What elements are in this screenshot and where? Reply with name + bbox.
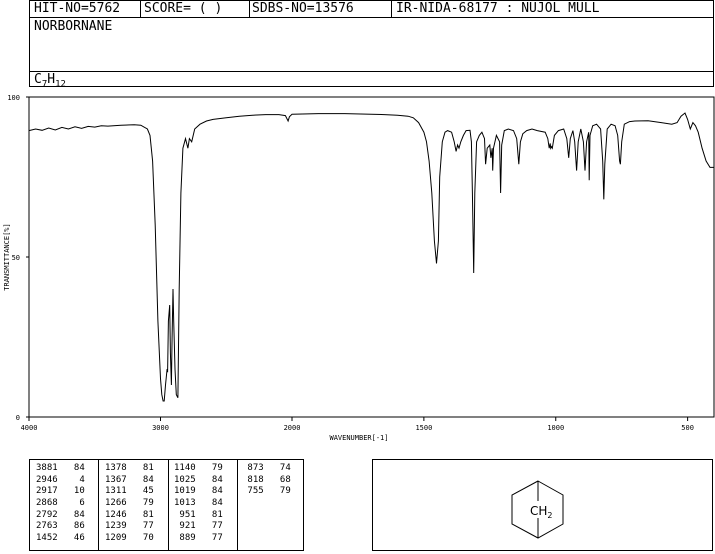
- x-tick-label: 1500: [415, 424, 432, 432]
- peak-column: 1140 79 1025 84 1019 84 1013 84 951 81 921 …: [174, 463, 223, 545]
- peak-row: 873 74: [242, 463, 291, 473]
- peak-row: 1266 79: [105, 498, 154, 509]
- x-tick-label: 4000: [21, 424, 38, 432]
- peak-row: 889 77: [174, 533, 223, 544]
- x-tick-label: 3000: [152, 424, 169, 432]
- y-tick-label: 100: [7, 94, 20, 102]
- peak-row: 2917 10: [36, 486, 85, 497]
- x-axis-ticks: 4000 3000 2000 1500 1000 500: [21, 417, 694, 432]
- norbornane-structure: CH2: [511, 480, 564, 539]
- peak-row: 1025 84: [174, 474, 223, 485]
- peak-table: 3881 84 2946 4 2917 10 2868 6 2792 84 2763 86…: [29, 459, 304, 551]
- peak-row: 1378 81: [105, 463, 154, 473]
- peak-row: 1140 79: [174, 463, 223, 473]
- x-tick-label: 500: [681, 424, 694, 432]
- ir-spectrum-chart: 4000 3000 2000 1500 1000 500 0 50 100 WAVENUMBE…: [3, 94, 715, 442]
- peak-column-divider: [168, 460, 169, 550]
- peak-row: 1239 77: [105, 521, 154, 532]
- ir-identifier: IR-NIDA-68177 : NUJOL MULL: [396, 1, 600, 16]
- x-tick-label: 2000: [284, 424, 301, 432]
- peak-row: 1019 84: [174, 486, 223, 497]
- header-divider: [391, 1, 392, 17]
- header-divider: [140, 1, 141, 17]
- formula-divider: [30, 71, 713, 72]
- x-tick-label: 1000: [547, 424, 564, 432]
- peak-row: 2946 4: [36, 474, 85, 485]
- peak-column-divider: [98, 460, 99, 550]
- peak-row: 921 77: [174, 521, 223, 532]
- peak-row: 1452 46: [36, 533, 85, 544]
- peak-column: 1378 81 1367 84 1311 45 1266 79 1246 81 1239 …: [105, 463, 154, 545]
- sdbs-number: SDBS-NO=13576: [252, 1, 354, 16]
- spectrum-series-line: [28, 112, 714, 402]
- peak-row: 755 79: [242, 486, 291, 497]
- hit-number: HIT-NO=5762: [34, 1, 121, 16]
- plot-frame: [28, 96, 715, 418]
- peak-row: 3881 84: [36, 463, 85, 473]
- header-divider: [249, 1, 250, 17]
- y-axis-ticks: 0 50 100: [7, 94, 29, 422]
- peak-row: 1209 70: [105, 533, 154, 544]
- peak-row: 1246 81: [105, 509, 154, 520]
- score: SCORE= ( ): [144, 1, 223, 16]
- peak-row: 1013 84: [174, 498, 223, 509]
- methylene-bridge-label: CH2: [530, 504, 553, 520]
- peak-column-divider: [237, 460, 238, 550]
- y-axis-label: TRANSMITTANCE[%]: [3, 223, 11, 290]
- peak-row: 2868 6: [36, 498, 85, 509]
- spectrum-header: HIT-NO=5762 SCORE= ( ) SDBS-NO=13576 IR-…: [29, 0, 714, 90]
- peak-row: 818 68: [242, 474, 291, 485]
- peak-row: 951 81: [174, 509, 223, 520]
- structure-panel: CH2: [372, 459, 713, 551]
- peak-column: 873 74 818 68 755 79: [242, 463, 291, 498]
- header-info-row: HIT-NO=5762 SCORE= ( ) SDBS-NO=13576 IR-…: [30, 1, 713, 18]
- peak-row: 1367 84: [105, 474, 154, 485]
- peak-row: 2792 84: [36, 509, 85, 520]
- peak-row: 2763 86: [36, 521, 85, 532]
- y-tick-label: 0: [16, 414, 20, 422]
- peak-row: 1311 45: [105, 486, 154, 497]
- molecular-formula: C7H12: [34, 72, 66, 90]
- y-tick-label: 50: [12, 254, 20, 262]
- x-axis-label: WAVENUMBER[-1]: [329, 434, 388, 442]
- compound-name: NORBORNANE: [34, 19, 113, 34]
- peak-column: 3881 84 2946 4 2917 10 2868 6 2792 84 2763 86…: [36, 463, 85, 545]
